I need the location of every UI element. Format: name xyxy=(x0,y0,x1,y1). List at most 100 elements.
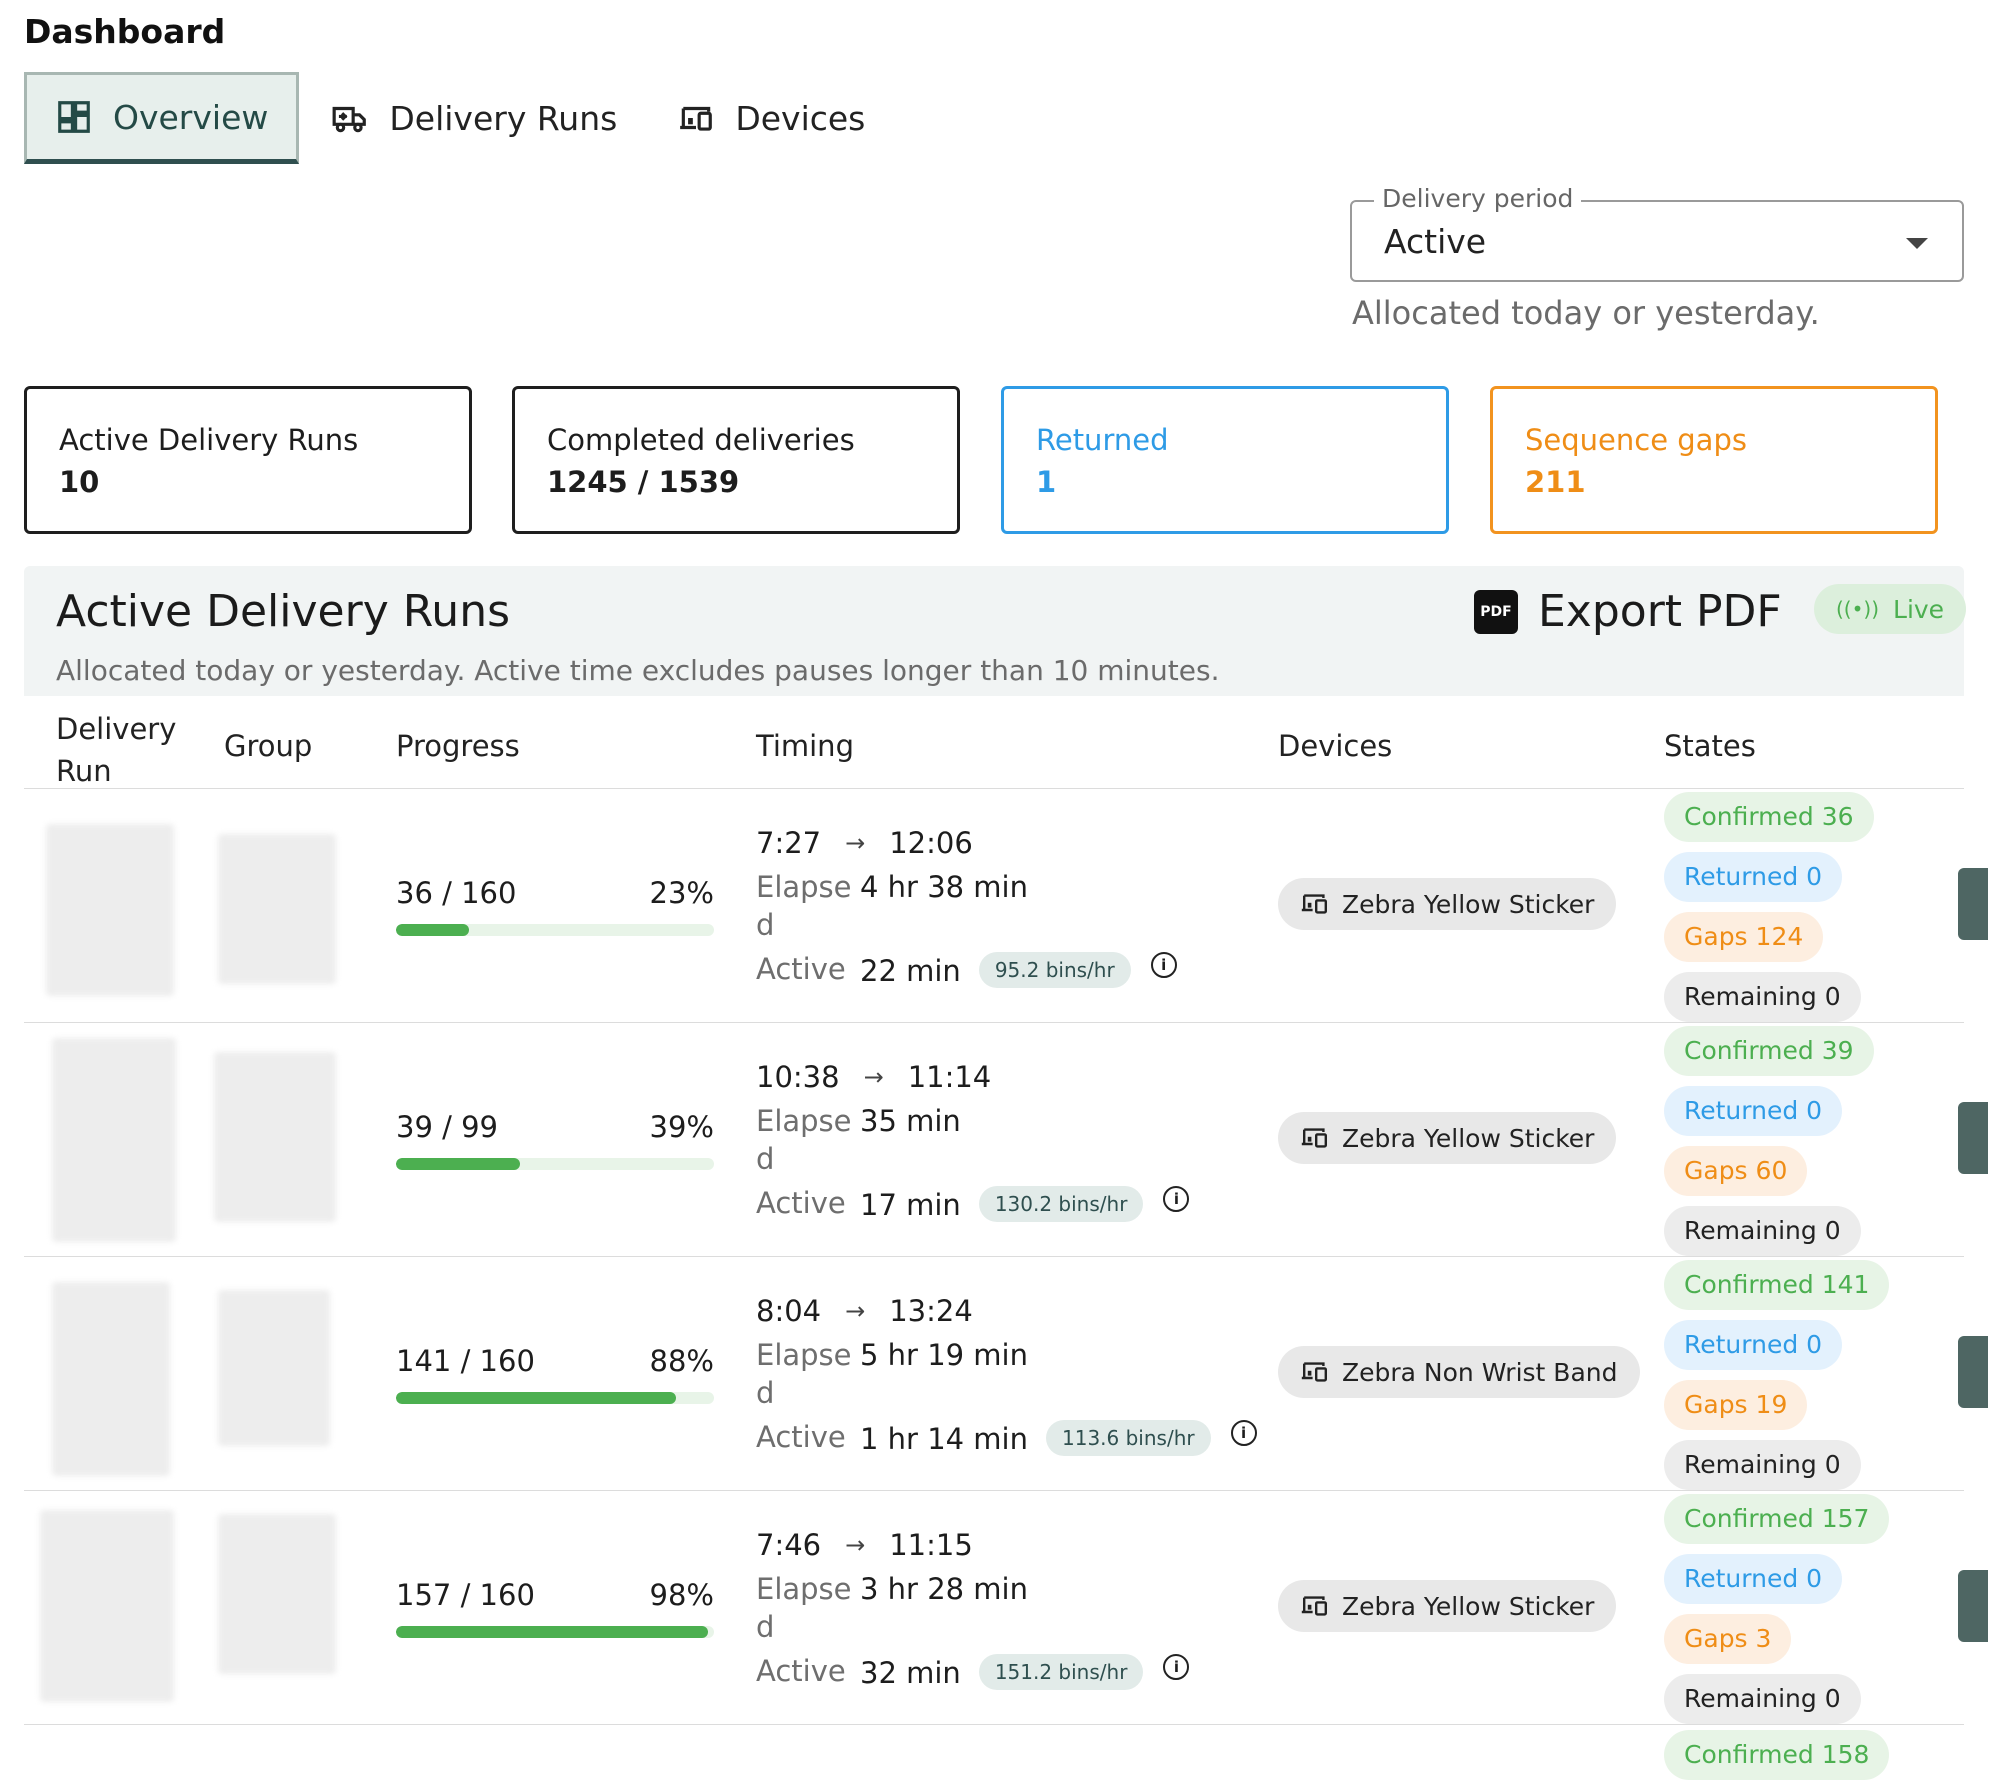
truck-icon xyxy=(331,99,369,137)
rate-badge: 113.6 bins/hr xyxy=(1046,1420,1211,1456)
devices-icon xyxy=(1300,1594,1330,1618)
column-header-delivery-run[interactable]: Delivery Run xyxy=(56,712,177,788)
devices-icon xyxy=(1300,892,1330,916)
timing-cell: 7:27 → 12:06 Elapsed 4 hr 38 min Active 22 m… xyxy=(756,826,1177,990)
info-icon[interactable]: i xyxy=(1163,1186,1190,1212)
tab-delivery-runs[interactable]: Delivery Runs xyxy=(303,72,645,164)
state-gaps[interactable]: Gaps 60 xyxy=(1664,1146,1808,1196)
device-chip[interactable]: Zebra Yellow Sticker xyxy=(1278,1112,1617,1164)
table-header: Delivery Run Group Progress Timing Devic… xyxy=(24,696,1964,789)
delivery-period-value: Active xyxy=(1384,222,1487,261)
states-cell: Confirmed 39 Returned 0 Gaps 60 Remainin… xyxy=(1664,1026,1874,1266)
state-confirmed[interactable]: Confirmed 36 xyxy=(1664,792,1874,842)
state-returned[interactable]: Returned 0 xyxy=(1664,852,1843,902)
stat-label: Completed deliveries xyxy=(547,423,855,457)
export-pdf-button[interactable]: PDF Export PDF xyxy=(1474,586,1782,637)
delivery-run-cell-redacted xyxy=(46,824,174,996)
states-cell: Confirmed 157 Returned 0 Gaps 3 Remainin… xyxy=(1664,1494,1890,1734)
device-chip[interactable]: Zebra Yellow Sticker xyxy=(1278,1580,1617,1632)
progress-bar-fill xyxy=(396,1392,676,1404)
info-icon[interactable]: i xyxy=(1163,1654,1190,1680)
caret-down-icon xyxy=(1906,238,1928,249)
devices-icon xyxy=(1300,1126,1330,1150)
table-row[interactable]: 36 / 160 23% 7:27 → 12:06 Elapsed 4 hr 38 m… xyxy=(24,788,1988,1023)
device-chip[interactable]: Zebra Non Wrist Band xyxy=(1278,1346,1640,1398)
active-label: Active xyxy=(756,952,846,986)
rate-badge: 151.2 bins/hr xyxy=(978,1654,1144,1690)
progress-bar-fill xyxy=(396,1626,708,1638)
elapsed-label: Elapsed xyxy=(756,870,852,942)
state-gaps[interactable]: Gaps 19 xyxy=(1664,1380,1808,1430)
state-confirmed[interactable]: Confirmed 141 xyxy=(1664,1260,1890,1310)
state-remaining[interactable]: Remaining 0 xyxy=(1664,1206,1861,1256)
state-returned[interactable]: Returned 0 xyxy=(1664,1554,1843,1604)
state-remaining[interactable]: Remaining 0 xyxy=(1664,1440,1861,1490)
column-header-timing[interactable]: Timing xyxy=(756,729,854,763)
section-header: Active Delivery Runs Allocated today or … xyxy=(24,566,1967,696)
info-icon[interactable]: i xyxy=(1150,952,1177,978)
section-subtitle: Allocated today or yesterday. Active tim… xyxy=(56,654,1220,687)
state-confirmed[interactable]: Confirmed 39 xyxy=(1664,1026,1874,1076)
progress-percent: 23% xyxy=(649,876,714,910)
delivery-period-select[interactable]: Delivery period Active xyxy=(1350,184,1964,282)
progress-bar-fill xyxy=(396,924,470,936)
state-confirmed[interactable]: Confirmed 157 xyxy=(1664,1494,1890,1544)
state-remaining[interactable]: Remaining 0 xyxy=(1664,1674,1861,1724)
elapsed-value: 4 hr 38 min xyxy=(860,870,1028,904)
column-header-progress[interactable]: Progress xyxy=(396,729,520,763)
delivery-period-label: Delivery period xyxy=(1374,184,1582,213)
device-name: Zebra Yellow Sticker xyxy=(1342,1591,1595,1621)
arrow-right-icon: → xyxy=(845,1531,866,1559)
stat-value: 211 xyxy=(1525,465,1586,499)
column-header-devices[interactable]: Devices xyxy=(1278,729,1393,763)
stat-sequence-gaps: Sequence gaps 211 xyxy=(1490,386,1938,534)
table-row[interactable]: 141 / 160 88% 8:04 → 13:24 Elapsed 5 hr 19 … xyxy=(24,1256,1988,1491)
tab-overview[interactable]: Overview xyxy=(24,72,300,164)
row-action-handle[interactable] xyxy=(1958,868,1988,940)
state-returned[interactable]: Returned 0 xyxy=(1664,1320,1843,1370)
progress-bar xyxy=(396,1626,714,1638)
state-gaps[interactable]: Gaps 3 xyxy=(1664,1614,1792,1664)
column-header-states[interactable]: States xyxy=(1664,729,1756,763)
tab-label: Delivery Runs xyxy=(389,98,618,138)
device-name: Zebra Yellow Sticker xyxy=(1342,889,1595,919)
info-icon[interactable]: i xyxy=(1230,1420,1257,1446)
state-returned[interactable]: Returned 0 xyxy=(1664,1086,1843,1136)
state-remaining[interactable]: Remaining 0 xyxy=(1664,972,1861,1022)
start-time: 7:27 xyxy=(756,826,822,860)
states-cell: Confirmed 36 Returned 0 Gaps 124 Remaini… xyxy=(1664,792,1874,1032)
active-value: 17 min xyxy=(860,1188,961,1222)
table-row[interactable]: 157 / 160 98% 7:46 → 11:15 Elapsed 3 hr 28 … xyxy=(24,1490,1988,1725)
dashboard-icon xyxy=(55,98,93,136)
progress-bar-fill xyxy=(396,1158,521,1170)
tab-devices[interactable]: Devices xyxy=(649,72,893,164)
state-confirmed[interactable]: Confirmed 158 xyxy=(1664,1730,1890,1780)
table-row[interactable]: 39 / 99 39% 10:38 → 11:14 Elapsed 35 min Ac… xyxy=(24,1022,1988,1257)
stat-label: Sequence gaps xyxy=(1525,423,1747,457)
active-value: 22 min xyxy=(860,954,961,988)
start-time: 7:46 xyxy=(756,1528,822,1562)
stat-value: 1 xyxy=(1036,465,1057,499)
progress-count: 141 / 160 xyxy=(396,1344,535,1378)
row-action-handle[interactable] xyxy=(1958,1102,1988,1174)
column-header-group[interactable]: Group xyxy=(224,729,313,763)
row-action-handle[interactable] xyxy=(1958,1336,1988,1408)
elapsed-label: Elapsed xyxy=(756,1104,852,1176)
tab-bar: Overview Delivery Runs Devices xyxy=(24,72,897,164)
device-chip[interactable]: Zebra Yellow Sticker xyxy=(1278,878,1617,930)
progress-percent: 98% xyxy=(649,1578,714,1612)
end-time: 13:24 xyxy=(889,1294,973,1328)
elapsed-label: Elapsed xyxy=(756,1338,852,1410)
export-pdf-label: Export PDF xyxy=(1538,586,1782,637)
delivery-run-cell-redacted xyxy=(52,1038,176,1242)
devices-icon xyxy=(1300,1360,1330,1384)
active-value: 1 hr 14 min xyxy=(860,1422,1028,1456)
timing-cell: 10:38 → 11:14 Elapsed 35 min Active 17 min 13… xyxy=(756,1060,1190,1224)
tab-label: Overview xyxy=(113,97,269,137)
progress-percent: 39% xyxy=(649,1110,714,1144)
stat-label: Returned xyxy=(1036,423,1169,457)
row-action-handle[interactable] xyxy=(1958,1570,1988,1642)
group-cell-redacted xyxy=(218,1290,330,1446)
rate-badge: 130.2 bins/hr xyxy=(978,1186,1144,1222)
state-gaps[interactable]: Gaps 124 xyxy=(1664,912,1824,962)
